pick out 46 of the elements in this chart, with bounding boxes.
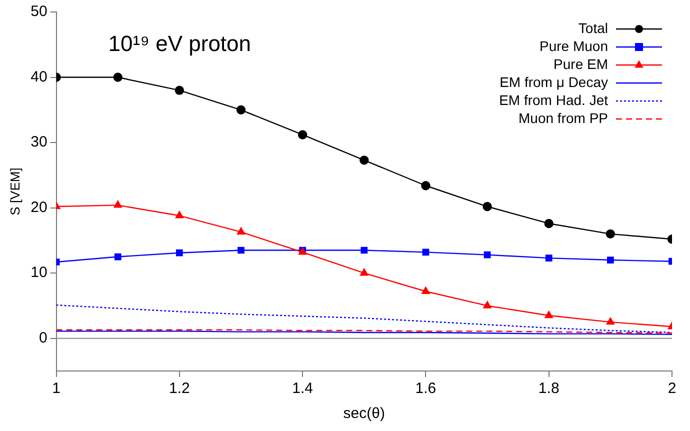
point xyxy=(606,229,616,239)
point xyxy=(298,130,308,140)
point xyxy=(422,248,430,256)
point xyxy=(114,253,122,260)
annotation: 10¹⁹ eV proton xyxy=(108,31,252,56)
point xyxy=(606,317,614,325)
point xyxy=(483,301,492,308)
y-tick-label: 0 xyxy=(38,330,48,347)
point xyxy=(236,227,246,235)
legend-label: Pure Muon xyxy=(540,38,608,54)
x-tick-label: 2 xyxy=(668,380,676,398)
legend-label: Total xyxy=(578,20,608,36)
y-tick-label: 10 xyxy=(30,264,48,282)
point xyxy=(484,251,491,258)
point xyxy=(360,268,368,276)
y-tick-label: 30 xyxy=(30,134,48,151)
point xyxy=(607,256,614,264)
point xyxy=(113,72,122,82)
point xyxy=(360,156,369,165)
legend-label: EM from Had. Jet xyxy=(499,92,608,108)
point xyxy=(482,202,492,212)
x-tick-label: 1 xyxy=(52,380,60,398)
x-tick-label: 1.6 xyxy=(415,380,436,398)
point xyxy=(174,86,184,95)
point xyxy=(238,246,244,254)
y-axis-title: S [VEM] xyxy=(7,168,22,216)
point xyxy=(176,249,183,256)
y-tick-label: 50 xyxy=(30,3,48,20)
point xyxy=(360,246,368,254)
point xyxy=(114,200,122,208)
x-tick-label: 1.2 xyxy=(169,380,190,398)
y-tick-label: 20 xyxy=(30,198,48,216)
y-tick-label: 40 xyxy=(30,68,48,86)
point xyxy=(545,254,552,262)
point xyxy=(544,218,554,228)
x-tick-label: 1.8 xyxy=(538,380,560,398)
point xyxy=(175,211,184,218)
x-axis-title: sec(θ) xyxy=(343,405,385,422)
legend-label: EM from μ Decay xyxy=(500,74,608,90)
legend-label: Pure EM xyxy=(554,56,608,72)
x-tick-label: 1.4 xyxy=(292,380,313,398)
legend-label: Muon from PP xyxy=(518,110,608,126)
point xyxy=(421,181,430,190)
point xyxy=(236,105,246,115)
point xyxy=(422,286,430,294)
point xyxy=(544,310,553,318)
